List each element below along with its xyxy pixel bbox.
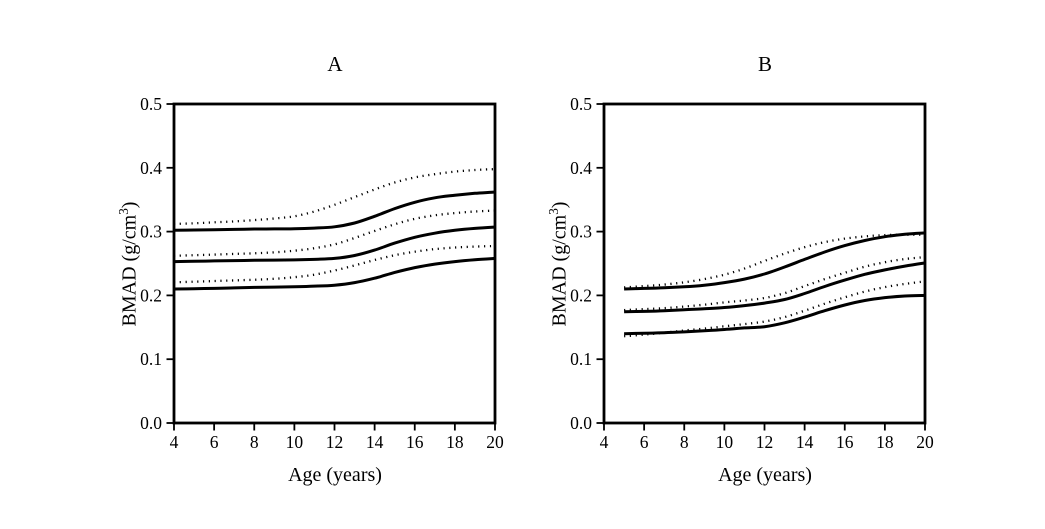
panel-a-chart: 0.0 0.1 0.2 0.3 0.4 0.5 4 6 8 10 12 14 16 18 20 [140, 94, 504, 452]
x-tick-label: 10 [286, 432, 304, 452]
panel-b-lower-solid-curve [624, 293, 926, 336]
panel-a-upper-dotted-curve [173, 167, 496, 226]
panel-a-lower-solid-curve [173, 256, 496, 291]
panel-b-title: B [757, 52, 772, 76]
x-tick-label: 14 [366, 432, 384, 452]
panel-b-lower-dotted-curve [624, 280, 926, 338]
panel-a-title: A [327, 52, 343, 76]
x-tick-label: 10 [716, 432, 734, 452]
x-tick-label: 20 [916, 432, 934, 452]
y-tick-label: 0.0 [570, 413, 592, 433]
y-tick-label: 0.1 [140, 349, 162, 369]
panel-a-middle-solid-curve [173, 225, 496, 264]
x-tick-label: 8 [250, 432, 259, 452]
y-tick-label: 0.5 [570, 94, 592, 114]
panel-b-middle-solid-curve [624, 261, 926, 314]
x-tick-label: 12 [326, 432, 344, 452]
x-tick-label: 6 [210, 432, 219, 452]
x-tick-label: 6 [640, 432, 649, 452]
x-tick-label: 16 [406, 432, 424, 452]
x-tick-label: 18 [446, 432, 464, 452]
y-tick-label: 0.4 [570, 158, 592, 178]
panel-a-middle-dotted-curve [173, 209, 496, 257]
x-tick-label: 18 [876, 432, 894, 452]
x-tick-label: 4 [600, 432, 609, 452]
plot-box [602, 102, 927, 425]
panel-b-upper-dotted-curve [624, 233, 926, 289]
x-tick-label: 16 [836, 432, 854, 452]
y-tick-label: 0.5 [140, 94, 162, 114]
y-tick-label: 0.0 [140, 413, 162, 433]
panel-b-x-axis-label: Age (years) [718, 464, 812, 486]
y-tick-label: 0.4 [140, 158, 162, 178]
x-tick-label: 20 [486, 432, 504, 452]
x-tick-label: 8 [680, 432, 689, 452]
panel-a-x-axis-label: Age (years) [288, 464, 382, 486]
y-tick-label: 0.2 [570, 285, 592, 305]
y-tick-label: 0.3 [140, 222, 162, 242]
panel-a-lower-dotted-curve [173, 244, 496, 284]
panel-b-middle-dotted-curve [624, 255, 926, 312]
y-tick-label: 0.2 [140, 285, 162, 305]
y-tick-label: 0.1 [570, 349, 592, 369]
panel-b-chart: 0.0 0.1 0.2 0.3 0.4 0.5 4 6 8 10 12 14 16 18 20 [570, 94, 934, 452]
y-tick-label: 0.3 [570, 222, 592, 242]
x-tick-label: 12 [756, 432, 774, 452]
panel-b-upper-solid-curve [624, 231, 926, 291]
x-tick-label: 4 [170, 432, 179, 452]
x-tick-label: 14 [796, 432, 814, 452]
panel-a-upper-solid-curve [173, 190, 496, 232]
